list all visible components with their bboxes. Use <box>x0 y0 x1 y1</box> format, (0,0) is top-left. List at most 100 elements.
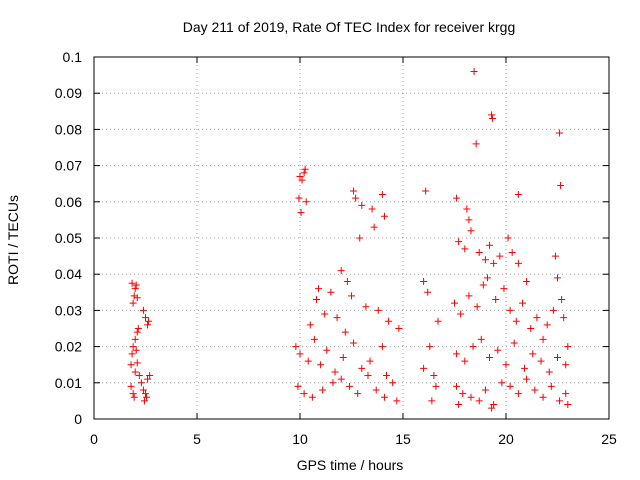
data-point <box>132 346 140 354</box>
data-point <box>557 182 565 190</box>
y-tick-label: 0.07 <box>55 158 82 174</box>
data-point <box>523 375 531 383</box>
data-point <box>310 335 318 343</box>
data-point <box>472 140 480 148</box>
data-point <box>295 194 303 202</box>
data-point <box>510 339 518 347</box>
data-point <box>428 397 436 405</box>
data-point <box>475 397 483 405</box>
data-point <box>131 285 139 293</box>
data-point <box>465 216 473 224</box>
data-point <box>294 382 302 390</box>
y-tick-label: 0.04 <box>55 266 82 282</box>
data-point <box>483 274 491 282</box>
data-point <box>512 317 520 325</box>
data-point <box>129 390 137 398</box>
data-point <box>545 368 553 376</box>
grid-lines <box>94 57 609 419</box>
data-point <box>135 372 143 380</box>
data-point <box>329 379 337 387</box>
data-point <box>127 382 135 390</box>
x-tick-label: 20 <box>498 431 514 447</box>
data-point <box>424 288 432 296</box>
data-point <box>432 382 440 390</box>
data-points <box>127 67 572 412</box>
data-point <box>463 205 471 213</box>
data-point <box>317 361 325 369</box>
data-point <box>368 205 376 213</box>
data-point <box>372 386 380 394</box>
x-axis-title: GPS time / hours <box>297 457 404 473</box>
data-point <box>420 277 428 285</box>
data-point <box>300 169 308 177</box>
data-point <box>395 325 403 332</box>
data-point <box>539 335 547 343</box>
data-point <box>523 277 531 285</box>
data-point <box>131 335 139 343</box>
y-axis-title: ROTI / TECUs <box>5 195 21 285</box>
axis-ticks <box>93 56 610 420</box>
data-point <box>422 187 430 195</box>
y-tick-label: 0.1 <box>63 49 83 65</box>
data-point <box>145 317 153 325</box>
y-tick-label: 0.02 <box>55 339 82 355</box>
data-point <box>378 191 386 199</box>
data-point <box>343 277 351 285</box>
data-point <box>488 404 496 412</box>
data-point <box>518 299 526 307</box>
data-point <box>543 321 551 329</box>
data-point <box>453 194 461 202</box>
data-point <box>488 111 496 119</box>
data-point <box>564 343 572 351</box>
data-point <box>529 350 537 358</box>
data-point <box>481 256 489 264</box>
plot-frame <box>93 56 610 420</box>
y-tick-label: 0.09 <box>55 85 82 101</box>
data-point <box>549 306 557 314</box>
data-point <box>140 397 148 405</box>
data-point <box>537 357 545 365</box>
data-point <box>531 386 539 394</box>
data-point <box>134 325 142 332</box>
data-point <box>508 248 516 256</box>
data-point <box>127 361 135 369</box>
data-point <box>470 67 478 75</box>
y-tick-label: 0.08 <box>55 121 82 137</box>
data-point <box>514 390 522 398</box>
data-point <box>564 401 572 409</box>
data-point <box>481 386 489 394</box>
data-point <box>496 252 504 260</box>
data-point <box>551 252 559 260</box>
data-point <box>133 328 141 336</box>
data-point <box>533 314 541 322</box>
data-point <box>301 165 309 173</box>
data-point <box>139 306 147 314</box>
data-point <box>308 393 316 401</box>
data-point <box>430 372 438 380</box>
data-point <box>490 401 498 409</box>
data-point <box>385 317 393 325</box>
data-point <box>469 343 477 351</box>
data-point <box>354 390 362 398</box>
data-point <box>352 194 360 202</box>
data-point <box>139 386 147 394</box>
data-point <box>327 288 335 296</box>
data-point <box>514 259 522 267</box>
data-point <box>426 343 434 351</box>
data-point <box>298 176 306 184</box>
data-point <box>345 382 353 390</box>
data-point <box>506 306 514 314</box>
x-tick-label: 0 <box>90 431 98 447</box>
data-point <box>341 328 349 336</box>
data-point <box>465 292 473 300</box>
data-point <box>498 379 506 387</box>
data-point <box>137 379 145 387</box>
data-point <box>133 359 141 367</box>
data-point <box>486 353 494 361</box>
data-point <box>380 393 388 401</box>
data-point <box>374 306 382 314</box>
data-point <box>333 314 341 322</box>
data-point <box>457 310 465 318</box>
data-point <box>362 303 370 311</box>
data-point <box>144 375 152 383</box>
